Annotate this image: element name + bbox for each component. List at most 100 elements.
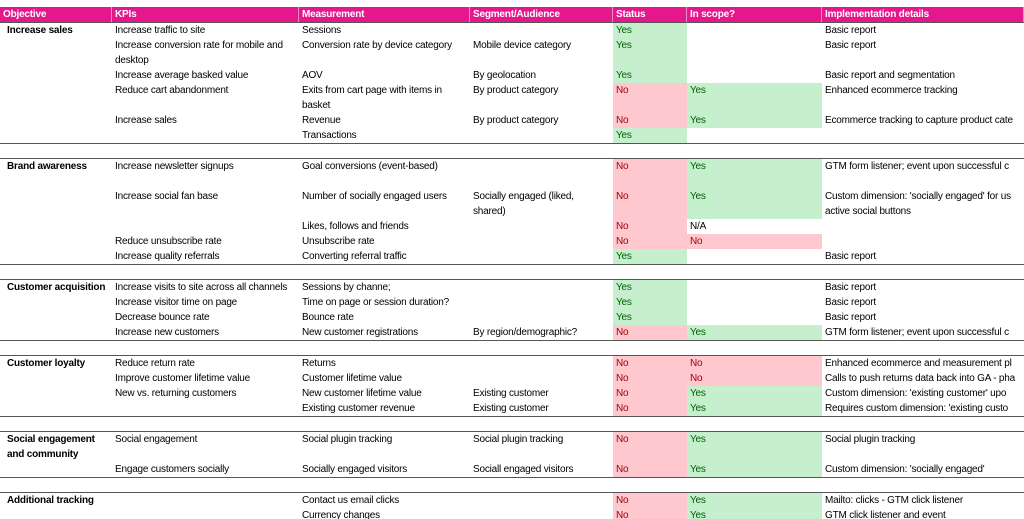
- kpi-cell: [112, 508, 299, 519]
- table-row: Improve customer lifetime value Customer …: [112, 371, 1024, 386]
- implementation-cell: Mailto: clicks - GTM click listener: [825, 495, 964, 506]
- header-cell: Objective: [0, 7, 112, 22]
- in-scope-cell: Yes: [687, 159, 822, 189]
- in-scope-cell: [687, 310, 822, 325]
- in-scope-cell: Yes: [687, 189, 822, 219]
- measurement-cell: New customer lifetime value: [302, 388, 422, 399]
- row-group: Increase sales Increase traffic to site Se…: [0, 22, 1024, 144]
- kpi-cell: Increase newsletter signups: [115, 161, 234, 172]
- status-cell: Yes: [613, 128, 687, 143]
- kpi-cell: [112, 219, 299, 234]
- text-line: desktop: [115, 55, 149, 66]
- status-cell: Yes: [613, 280, 687, 295]
- measurement-cell: Socially engaged visitors: [302, 464, 408, 475]
- table-row: Increase social fan base Number of social…: [112, 189, 1024, 219]
- measurement-cell: Unsubscribe rate: [302, 236, 375, 247]
- status-cell: No: [613, 462, 687, 477]
- kpi-cell: New vs. returning customers: [115, 388, 237, 399]
- segment-cell: [470, 23, 613, 38]
- measurement-cell: Transactions: [302, 130, 357, 141]
- in-scope-cell: Yes: [687, 386, 822, 401]
- measurement-cell: AOV: [302, 70, 323, 81]
- measurement-cell: Likes, follows and friends: [302, 221, 409, 232]
- objective-cell: Customer acquisition: [7, 282, 106, 293]
- status-cell: Yes: [613, 23, 687, 38]
- segment-cell: By region/demographic?: [473, 327, 577, 338]
- kpi-cell: Increase average basked value: [115, 70, 249, 81]
- header-row: Objective KPIs Measurement Segment/Audience…: [0, 7, 1024, 22]
- table-row: Transactions Yes: [112, 128, 1024, 143]
- status-cell: No: [613, 386, 687, 401]
- status-cell: No: [613, 401, 687, 416]
- implementation-cell: Ecommerce tracking to capture product ca…: [825, 115, 1013, 126]
- header-cell: Segment/Audience: [470, 7, 613, 22]
- kpi-cell: Increase visits to site across all chann…: [115, 282, 288, 293]
- implementation-cell: Basic report and segmentation: [825, 70, 955, 81]
- measurement-cell: Goal conversions (event-based): [302, 161, 438, 172]
- header-cell: Implementation details: [822, 7, 1024, 22]
- row-group: Brand awareness Increase newsletter signu…: [0, 158, 1024, 265]
- table-row: Engage customers socially Socially engage…: [112, 462, 1024, 477]
- measurement-cell: Customer lifetime value: [302, 373, 402, 384]
- table-row: Increase traffic to site Sessions Yes Basic…: [112, 23, 1024, 38]
- status-cell: No: [613, 371, 687, 386]
- segment-cell: [470, 356, 613, 371]
- table-row: Decrease bounce rate Bounce rate Yes Basic …: [112, 310, 1024, 325]
- kpi-cell: Increase social fan base: [115, 191, 219, 202]
- in-scope-cell: Yes: [687, 113, 822, 128]
- text-line: Increase conversion rate for mobile and: [115, 40, 283, 51]
- measurement-cell: Existing customer revenue: [302, 403, 415, 414]
- implementation-cell: Custom dimension: 'socially engaged' for…: [822, 189, 1024, 219]
- kpi-cell: Increase visitor time on page: [115, 297, 238, 308]
- implementation-cell: [822, 219, 1024, 234]
- table-row: Reduce cart abandonment Exits from cart p…: [112, 83, 1024, 113]
- measurement-cell: Currency changes: [302, 510, 380, 519]
- implementation-cell: Enhanced ecommerce and measurement pl: [825, 358, 1012, 369]
- table-row: Increase average basked value AOV By geolo…: [112, 68, 1024, 83]
- table-row: Increase visitor time on page Time on pag…: [112, 295, 1024, 310]
- table-row: New vs. returning customers New customer …: [112, 386, 1024, 401]
- measurement-cell: Social plugin tracking: [302, 434, 393, 445]
- kpi-cell: [112, 493, 299, 508]
- text-line: and community: [7, 449, 79, 460]
- kpi-cell: Increase sales: [115, 115, 177, 126]
- objective-cell: Customer loyalty: [7, 358, 85, 369]
- objective-cell: Additional tracking: [7, 495, 94, 506]
- measurement-cell: Time on page or session duration?: [302, 297, 450, 308]
- status-cell: No: [613, 83, 687, 113]
- header-cell: Measurement: [299, 7, 470, 22]
- kpi-cell: Decrease bounce rate: [115, 312, 210, 323]
- table-row: Increase conversion rate for mobile and d…: [112, 38, 1024, 68]
- kpi-cell: Reduce unsubscribe rate: [115, 236, 222, 247]
- measurement-cell: Bounce rate: [302, 312, 354, 323]
- status-cell: No: [613, 219, 687, 234]
- measurement-cell: New customer registrations: [302, 327, 418, 338]
- table-row: Reduce return rate Returns No No Enhanced ec…: [112, 356, 1024, 371]
- segment-cell: Socially engaged (liked, shared): [470, 189, 613, 219]
- segment-cell: [470, 159, 613, 189]
- status-cell: No: [613, 432, 687, 462]
- implementation-cell: Social plugin tracking: [825, 434, 916, 445]
- kpi-cell: Increase traffic to site: [115, 25, 206, 36]
- measurement-cell: Exits from cart page with items in basket: [299, 83, 470, 113]
- status-cell: Yes: [613, 310, 687, 325]
- segment-cell: Social plugin tracking: [473, 434, 564, 445]
- implementation-cell: Basic report: [825, 297, 876, 308]
- kpi-cell: [112, 128, 299, 143]
- measurement-cell: Revenue: [302, 115, 341, 126]
- text-line: Social engagement: [7, 434, 95, 445]
- implementation-cell: [822, 234, 1024, 249]
- segment-cell: Mobile device category: [473, 40, 571, 51]
- text-line: Socially engaged (liked,: [473, 191, 574, 202]
- objective-cell: Brand awareness: [7, 161, 87, 172]
- kpi-cell: Social engagement: [115, 434, 198, 445]
- segment-cell: [470, 508, 613, 519]
- in-scope-cell: Yes: [687, 401, 822, 416]
- table-row: Increase quality referrals Converting ref…: [112, 249, 1024, 264]
- implementation-cell: GTM form listener; event upon successful…: [825, 161, 1009, 172]
- in-scope-cell: [687, 23, 822, 38]
- kpi-cell: Engage customers socially: [115, 464, 229, 475]
- in-scope-cell: Yes: [687, 508, 822, 519]
- measurement-cell: Sessions by channe;: [302, 282, 391, 293]
